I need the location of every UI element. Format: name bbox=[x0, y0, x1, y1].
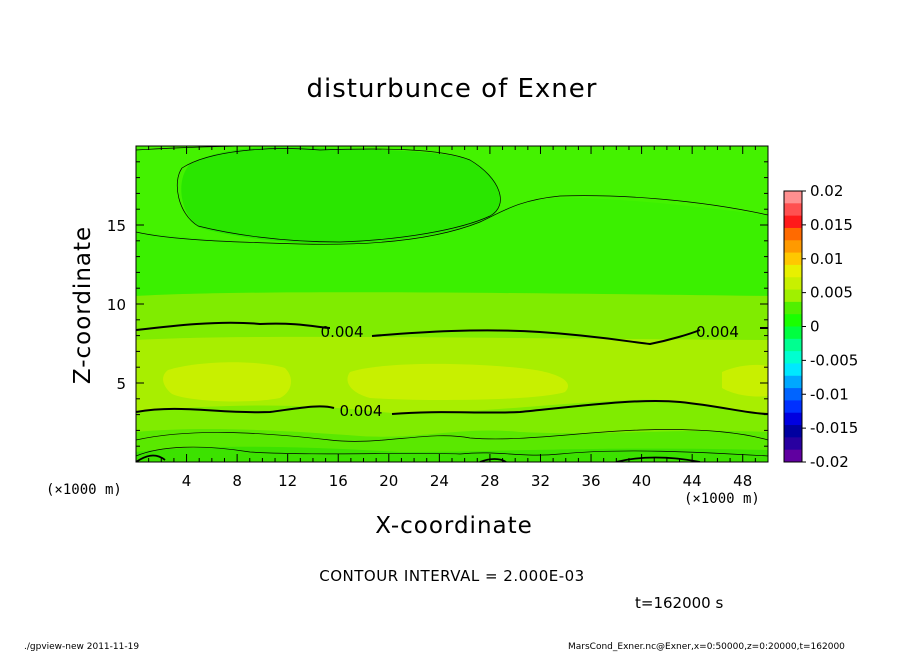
contour-upper-outer bbox=[136, 195, 768, 245]
x-tick-label: 32 bbox=[531, 472, 550, 490]
footer-right: MarsCond_Exner.nc@Exner,x=0:50000,z=0:20… bbox=[568, 642, 845, 652]
x-unit-right: (×1000 m) bbox=[684, 491, 760, 507]
colorbar-label: 0.015 bbox=[810, 216, 853, 234]
x-axis: 4 8 12 16 20 24 28 32 36 40 44 48 bbox=[148, 146, 756, 490]
contour-0004-mid bbox=[136, 321, 768, 346]
x-tick-label: 12 bbox=[278, 472, 297, 490]
x-tick-label: 36 bbox=[581, 472, 600, 490]
upper-lobe bbox=[181, 146, 501, 244]
core-lobe-1 bbox=[163, 362, 292, 402]
chart-title: disturbunce of Exner bbox=[306, 74, 598, 104]
colorbar-label: -0.01 bbox=[810, 385, 849, 403]
colorbar-swatch bbox=[784, 388, 802, 401]
band-low-3 bbox=[136, 446, 768, 462]
colorbar-label: -0.005 bbox=[810, 351, 858, 369]
colorbar-swatch bbox=[784, 375, 802, 389]
contour-label: 0.004 bbox=[696, 323, 739, 341]
colorbar-label: 0.02 bbox=[810, 182, 843, 200]
colorbar-swatch bbox=[784, 215, 802, 229]
colorbar-swatch bbox=[784, 264, 802, 278]
colorbar-swatch bbox=[784, 351, 802, 364]
colorbar-swatch bbox=[784, 314, 802, 327]
colorbar-swatch bbox=[784, 326, 802, 340]
colorbar-swatch bbox=[784, 437, 802, 451]
x-tick-label: 28 bbox=[480, 472, 499, 490]
colorbar-label: 0.01 bbox=[810, 250, 843, 268]
colorbar-label: -0.015 bbox=[810, 419, 858, 437]
x-tick-label: 20 bbox=[379, 472, 398, 490]
core-lobe-3 bbox=[722, 364, 768, 397]
colorbar-swatch bbox=[784, 301, 802, 315]
time-stamp: t=162000 s bbox=[635, 594, 724, 612]
contour-labels: 0.004 0.004 0.004 bbox=[321, 323, 739, 420]
colorbar-label: 0.005 bbox=[810, 284, 853, 302]
contour-0004-low bbox=[136, 399, 768, 415]
x-tick-label: 44 bbox=[683, 472, 702, 490]
contour-field bbox=[136, 146, 768, 462]
colorbar-swatch bbox=[784, 449, 802, 463]
x-unit-left: (×1000 m) bbox=[46, 482, 122, 498]
x-axis-label: X-coordinate bbox=[375, 513, 533, 539]
colorbar-swatch bbox=[784, 289, 802, 303]
colorbar-swatch bbox=[784, 363, 802, 377]
contour-interval: CONTOUR INTERVAL = 2.000E-03 bbox=[319, 567, 585, 585]
contour-label: 0.004 bbox=[321, 323, 364, 341]
colorbar: 0.02 0.015 0.01 0.005 0 -0.005 -0.01 -0.015 -0.0… bbox=[783, 182, 858, 471]
colorbar-label: 0 bbox=[810, 318, 820, 336]
colorbar-swatch bbox=[784, 425, 802, 438]
colorbar-swatch bbox=[784, 277, 802, 291]
colorbar-swatch bbox=[784, 412, 802, 426]
contour-low-1 bbox=[136, 429, 768, 442]
footer-left: ./gpview-new 2011-11-19 bbox=[24, 642, 140, 652]
x-tick-label: 4 bbox=[182, 472, 192, 490]
contour-lines bbox=[136, 146, 768, 462]
y-tick-label: 10 bbox=[107, 296, 126, 314]
y-tick-label: 15 bbox=[107, 217, 126, 235]
colorbar-swatch bbox=[784, 400, 802, 414]
contour-label: 0.004 bbox=[340, 402, 383, 420]
contour-upper-inner bbox=[176, 148, 501, 243]
y-axis-label: Z-coordinate bbox=[70, 225, 96, 385]
colorbar-swatch bbox=[784, 227, 802, 241]
colorbar-swatch bbox=[784, 203, 802, 217]
colorbar-label: -0.02 bbox=[810, 453, 849, 471]
x-tick-label: 24 bbox=[430, 472, 449, 490]
colorbar-swatch bbox=[784, 338, 802, 352]
x-tick-label: 8 bbox=[232, 472, 242, 490]
y-tick-label: 5 bbox=[116, 375, 126, 393]
colorbar-swatch bbox=[784, 240, 802, 254]
y-axis: 5 10 15 bbox=[107, 161, 768, 447]
x-tick-label: 40 bbox=[632, 472, 651, 490]
contour-low-2 bbox=[136, 446, 768, 457]
x-tick-label: 48 bbox=[733, 472, 752, 490]
core-lobe-2 bbox=[347, 363, 568, 400]
x-tick-label: 16 bbox=[329, 472, 348, 490]
contour-bottom bbox=[136, 454, 701, 462]
colorbar-swatch bbox=[784, 252, 802, 266]
colorbar-swatch bbox=[784, 191, 802, 204]
